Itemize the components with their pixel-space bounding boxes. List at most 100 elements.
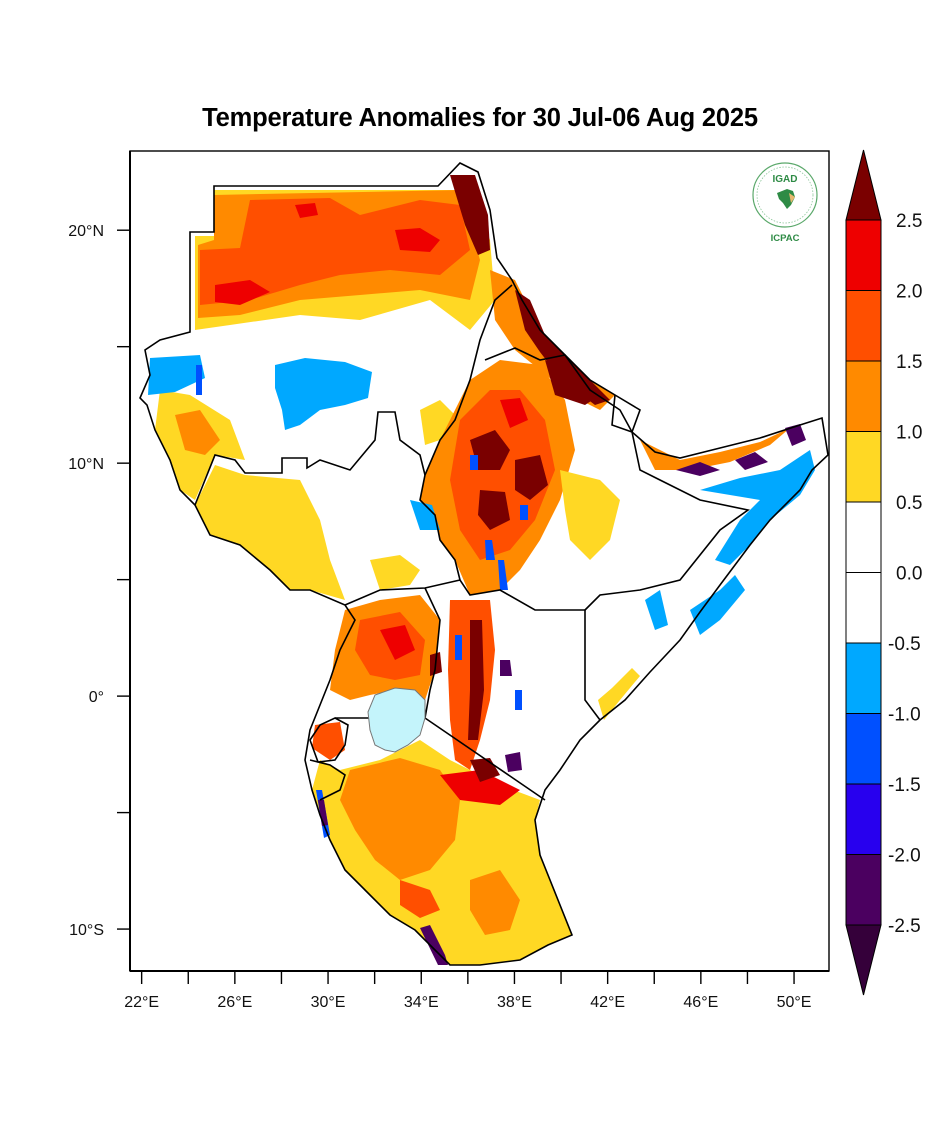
y-tick-label: 10°S bbox=[69, 922, 104, 939]
anomaly-patch bbox=[545, 360, 600, 405]
anomaly-patch bbox=[450, 175, 490, 255]
anomaly-patch bbox=[520, 505, 528, 520]
colorbar: 2.5 2.0 1.5 1.0 0.5 0.0 -0.5 -1.0 -1.5 -2.0 -2.5 bbox=[845, 149, 922, 996]
anomaly-patch bbox=[700, 450, 815, 565]
colorbar-label: 1.5 bbox=[896, 352, 922, 373]
colorbar-bin bbox=[845, 501, 882, 573]
y-tick-label: 0° bbox=[89, 689, 104, 706]
anomaly-patch bbox=[295, 203, 318, 218]
anomaly-patch bbox=[275, 358, 372, 430]
anomaly-patch bbox=[785, 424, 806, 446]
colorbar-extend-low bbox=[845, 924, 882, 996]
x-tick-label: 42°E bbox=[590, 994, 625, 1011]
colorbar-bin bbox=[845, 713, 882, 785]
anomaly-patch bbox=[470, 455, 478, 470]
lake-victoria bbox=[367, 687, 426, 753]
x-tick-label: 38°E bbox=[497, 994, 532, 1011]
anomaly-patch bbox=[395, 228, 440, 252]
coastline-outline bbox=[139, 162, 829, 966]
anomaly-patch bbox=[312, 722, 345, 760]
border-sudan-ethiopia bbox=[419, 284, 513, 581]
x-tick-label: 30°E bbox=[311, 994, 346, 1011]
border-eritrea-ethiopia bbox=[484, 347, 633, 433]
x-tick-label: 46°E bbox=[683, 994, 718, 1011]
x-tick-label: 50°E bbox=[777, 994, 812, 1011]
colorbar-bin bbox=[845, 360, 882, 432]
anomaly-patch bbox=[380, 625, 415, 660]
anomaly-patch bbox=[370, 555, 420, 590]
logo-top-text: IGAD bbox=[773, 174, 798, 185]
border-ethiopia-somalia bbox=[584, 431, 750, 611]
colorbar-extend-high bbox=[845, 149, 882, 221]
colorbar-label: -1.5 bbox=[888, 775, 921, 796]
colorbar-label: 1.0 bbox=[896, 423, 922, 444]
chart-title: Temperature Anomalies for 30 Jul-06 Aug … bbox=[202, 104, 758, 132]
anomaly-patch bbox=[175, 410, 220, 455]
anomaly-patch bbox=[735, 452, 768, 470]
colorbar-label: -2.0 bbox=[888, 846, 921, 867]
border-kenya-somalia bbox=[584, 610, 601, 721]
colorbar-label: 0.5 bbox=[896, 493, 922, 514]
igad-icpac-logo-icon: IGAD ICPAC bbox=[752, 162, 818, 244]
anomaly-patch bbox=[468, 620, 484, 740]
colorbar-label: 2.5 bbox=[896, 211, 922, 232]
anomaly-patch bbox=[498, 560, 508, 590]
colorbar-bin bbox=[845, 783, 882, 855]
anomaly-patch bbox=[215, 280, 270, 305]
colorbar-bin bbox=[845, 642, 882, 714]
y-tick-label: 10°N bbox=[68, 456, 104, 473]
colorbar-bin bbox=[845, 572, 882, 644]
anomaly-patch bbox=[560, 470, 620, 560]
colorbar-bin bbox=[845, 290, 882, 362]
anomaly-patch bbox=[515, 455, 548, 500]
border-uganda-kenya bbox=[424, 587, 441, 719]
anomaly-patch bbox=[640, 428, 790, 470]
colorbar-label: 0.0 bbox=[896, 564, 922, 585]
anomaly-patch bbox=[598, 668, 640, 720]
anomaly-patch bbox=[505, 752, 522, 772]
x-tick-label: 22°E bbox=[124, 994, 159, 1011]
anomaly-patch bbox=[410, 500, 440, 530]
anomaly-patch bbox=[440, 770, 520, 805]
border-djibouti bbox=[611, 394, 633, 433]
colorbar-label: -2.5 bbox=[888, 916, 921, 937]
horn-highlight-icon bbox=[789, 193, 795, 203]
anomaly-patch bbox=[340, 758, 460, 880]
anomaly-patch bbox=[676, 462, 720, 476]
anomaly-patch bbox=[485, 540, 495, 560]
anomaly-patch bbox=[318, 800, 328, 826]
anomaly-patch bbox=[200, 198, 470, 305]
colorbar-bin bbox=[845, 431, 882, 503]
anomaly-patch bbox=[500, 398, 528, 428]
anomaly-patch bbox=[478, 490, 510, 530]
x-tick-label: 34°E bbox=[404, 994, 439, 1011]
anomaly-patch bbox=[148, 355, 205, 395]
logo-bottom-text: ICPAC bbox=[771, 233, 800, 244]
anomaly-patch bbox=[455, 635, 462, 660]
colorbar-label: -1.0 bbox=[888, 705, 921, 726]
colorbar-label: 2.0 bbox=[896, 282, 922, 303]
logo-ring-inner bbox=[756, 166, 814, 224]
anomaly-patch bbox=[515, 690, 522, 710]
anomaly-patch bbox=[196, 365, 202, 395]
x-axis-ticks: 22°E 26°E 30°E 34°E 38°E 42°E 46°E 50°E bbox=[124, 971, 811, 1011]
anomaly-patch bbox=[470, 430, 510, 470]
border-rwanda-burundi bbox=[309, 717, 349, 801]
colorbar-bin bbox=[845, 854, 882, 926]
anomaly-patch bbox=[400, 880, 440, 918]
y-tick-label: 20°N bbox=[68, 223, 104, 240]
y-axis-ticks: 20°N 10°N 0° 10°S bbox=[68, 223, 130, 939]
anomaly-patch bbox=[195, 465, 345, 600]
border-sudan-south-sudan bbox=[194, 411, 426, 506]
anomaly-patch bbox=[420, 400, 460, 445]
anomaly-patches bbox=[148, 175, 815, 965]
x-tick-label: 26°E bbox=[217, 994, 252, 1011]
border-south-sudan-uganda bbox=[344, 579, 585, 611]
anomaly-patch bbox=[690, 575, 745, 635]
colorbar-label: -0.5 bbox=[888, 634, 921, 655]
anomaly-patch bbox=[645, 590, 668, 630]
anomaly-patch bbox=[500, 660, 512, 676]
anomaly-patch bbox=[470, 870, 520, 935]
colorbar-bin bbox=[845, 219, 882, 291]
